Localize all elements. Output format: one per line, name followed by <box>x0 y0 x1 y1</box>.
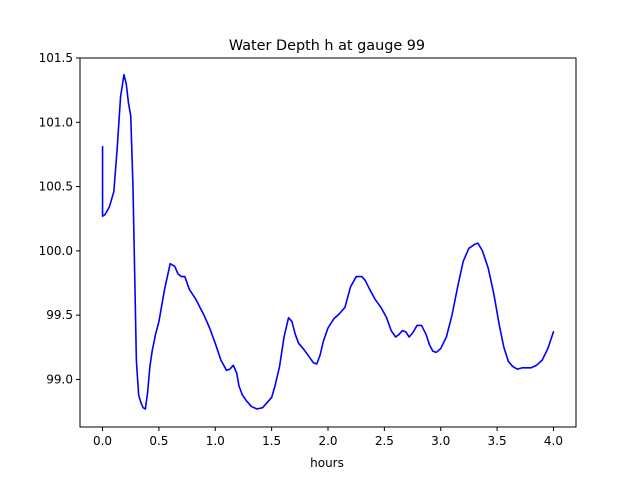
x-tick-label: 3.0 <box>431 434 450 448</box>
x-tick-label: 2.0 <box>318 434 337 448</box>
plot-area: 0.0 0.5 1.0 1.5 2.0 2.5 3.0 3.5 4.0 99.0 99.5 100.0… <box>39 51 577 448</box>
x-tick-label: 0.0 <box>93 434 112 448</box>
chart-title: Water Depth h at gauge 99 <box>229 38 425 54</box>
y-tick-label: 99.5 <box>46 308 73 322</box>
x-tick-label: 2.5 <box>375 434 394 448</box>
x-tick-label: 0.5 <box>149 434 168 448</box>
x-tick-label: 3.5 <box>488 434 507 448</box>
y-tick-label: 100.5 <box>39 180 73 194</box>
x-tick-label: 1.0 <box>206 434 225 448</box>
x-axis-label: hours <box>310 456 344 470</box>
y-tick-label: 100.0 <box>39 244 73 258</box>
y-tick-label: 101.0 <box>39 115 73 129</box>
series-line-0 <box>101 73 555 410</box>
x-tick-label: 1.5 <box>262 434 281 448</box>
x-tick-label: 4.0 <box>544 434 563 448</box>
y-tick-label: 101.5 <box>39 51 73 65</box>
y-tick-label: 99.0 <box>46 372 73 386</box>
